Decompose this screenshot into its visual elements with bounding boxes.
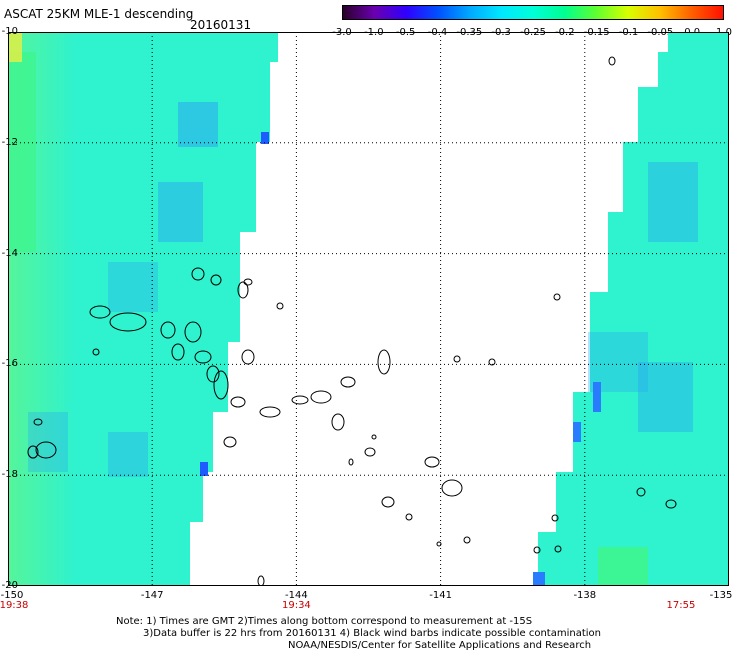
island-outline xyxy=(553,293,561,301)
map-date: 20160131 xyxy=(190,18,252,32)
left-swath xyxy=(8,32,278,586)
swath-patch xyxy=(533,572,545,586)
map-canvas[interactable] xyxy=(8,32,729,587)
island-outline xyxy=(276,302,284,310)
island-outline xyxy=(89,305,111,319)
island-outline xyxy=(213,370,229,400)
island-outline xyxy=(230,396,246,408)
swath-layer xyxy=(8,32,729,586)
lat-label: -14 xyxy=(1,247,18,259)
swath-patch xyxy=(598,547,648,586)
swath-patch xyxy=(573,422,581,442)
swath-patch xyxy=(8,32,22,62)
time-label: 17:55 xyxy=(666,600,696,611)
lon-label: -150 xyxy=(0,590,24,601)
island-outline xyxy=(665,499,677,509)
island-outline xyxy=(206,365,220,383)
island-outline xyxy=(184,321,202,343)
swath-patch xyxy=(108,432,148,477)
island-outline xyxy=(191,267,205,281)
island-outline xyxy=(291,395,309,405)
island-outline xyxy=(441,479,463,497)
swath-patch xyxy=(638,362,693,432)
island-outline xyxy=(171,343,185,361)
island-outline xyxy=(424,456,440,468)
lon-label: -135 xyxy=(709,590,733,601)
island-outline xyxy=(554,545,562,553)
island-outline xyxy=(223,436,237,448)
island-outline xyxy=(377,349,391,375)
note-line-3: NOAA/NESDIS/Center for Satellite Applica… xyxy=(288,640,592,651)
swath-patch xyxy=(593,382,601,412)
lat-label: -10 xyxy=(1,26,18,37)
island-outline xyxy=(92,348,100,356)
map-frame xyxy=(8,32,729,586)
swath-patch xyxy=(108,262,158,312)
island-outline xyxy=(453,355,461,363)
colorbar xyxy=(342,5,724,20)
island-outline xyxy=(257,575,265,587)
island-outline xyxy=(243,278,253,286)
island-outline xyxy=(241,349,255,365)
island-outline xyxy=(371,434,377,440)
island-outline xyxy=(331,413,345,431)
island-outline xyxy=(533,546,541,554)
lon-label: -141 xyxy=(429,590,452,601)
time-label: 19:34 xyxy=(281,600,311,611)
island-outline xyxy=(364,447,376,457)
swath-patch xyxy=(158,182,203,242)
lat-label: -18 xyxy=(1,469,18,481)
note-line-1: Note: 1) Times are GMT 2)Times along bot… xyxy=(116,616,533,627)
island-outline xyxy=(33,418,43,426)
island-outline xyxy=(310,390,332,404)
map-plot[interactable]: -10 -12 -14 -16 -18 -20 -150 -147 -144 -141 -138 -… xyxy=(0,26,732,611)
coastline-layer xyxy=(27,56,677,587)
island-outline xyxy=(463,536,471,544)
island-outline xyxy=(237,281,249,299)
lat-label: -12 xyxy=(1,136,18,148)
swath-patch xyxy=(648,162,698,242)
map-title: ASCAT 25KM MLE-1 descending xyxy=(4,7,194,21)
island-outline xyxy=(636,487,646,497)
swath-patch xyxy=(178,102,218,147)
island-outline xyxy=(348,458,354,466)
island-outline xyxy=(381,496,395,508)
grid-layer xyxy=(8,32,729,586)
time-label: 19:38 xyxy=(0,600,29,611)
island-outline xyxy=(210,274,222,286)
island-outline xyxy=(194,350,212,364)
lon-label: -147 xyxy=(140,590,164,601)
lon-label: -138 xyxy=(573,590,597,601)
island-outline xyxy=(340,376,356,388)
island-outline xyxy=(551,514,559,522)
swath-patch xyxy=(8,52,36,252)
lon-label: -144 xyxy=(285,590,308,601)
right-swath xyxy=(538,32,729,586)
swath-patch xyxy=(261,132,269,144)
note-line-2: 3)Data buffer is 22 hrs from 20160131 4)… xyxy=(143,628,601,639)
island-outline xyxy=(405,513,413,521)
island-outline xyxy=(27,445,39,459)
island-outline xyxy=(488,358,496,366)
lat-label: -20 xyxy=(1,580,18,591)
lat-label: -16 xyxy=(1,358,18,370)
island-outline xyxy=(608,56,616,66)
island-outline xyxy=(259,406,281,418)
island-outline xyxy=(109,312,147,332)
island-outline xyxy=(160,321,176,339)
island-outline xyxy=(35,441,57,459)
swath-patch xyxy=(200,462,208,476)
